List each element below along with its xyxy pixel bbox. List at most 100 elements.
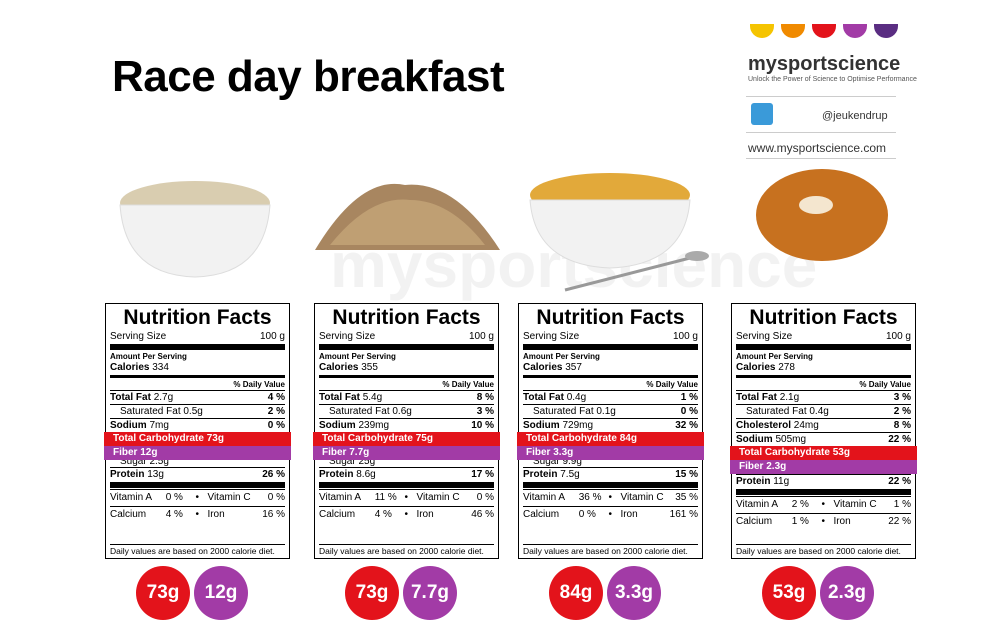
nutrient-row: Total Fat 0.4g 1 %	[523, 390, 698, 404]
nutrient-dv: 8 %	[476, 392, 494, 403]
nutrient: Sodium 239mg	[319, 419, 389, 432]
fiber-highlight: Fiber 2.3g	[730, 460, 917, 474]
nutrient-dv: 2 %	[893, 406, 911, 417]
value-circle: 3.3g	[607, 566, 661, 620]
nutrient-name: Sodium	[110, 420, 147, 431]
nutrient-row: Total Fat 5.4g 8 %	[319, 390, 494, 404]
calories-row: Calories 334	[110, 362, 285, 374]
nutrient: Saturated Fat 0.1g	[523, 405, 616, 418]
vitamin-name: Calcium	[736, 516, 773, 527]
nutrient-amount: 24mg	[793, 420, 819, 431]
nutrient-dv: 1 %	[680, 392, 698, 403]
vitamin-row: Calcium 4 % • Iron 16 %	[110, 506, 285, 523]
nutrient: Sodium 729mg	[523, 419, 593, 432]
value-circle: 84g	[549, 566, 603, 620]
carb-highlight: Total Carbohydrate 84g	[517, 432, 704, 446]
vitamin-name: Vitamin C	[207, 492, 251, 503]
nutrient-name: Total Fat	[736, 392, 777, 403]
footer-note: Daily values are based on 2000 calorie d…	[523, 544, 698, 557]
nutrient-dv: 17 %	[471, 469, 494, 480]
vitamin-name: Vitamin C	[620, 492, 664, 503]
vitamin-dv: 35 %	[675, 492, 699, 503]
nutrient-amount: 7.5g	[560, 469, 580, 480]
vitamin-dv: 0 %	[578, 509, 596, 520]
vitamin-dv: 1 %	[791, 516, 809, 527]
calories-row: Calories 357	[523, 362, 698, 374]
nutrient-dv: 4 %	[267, 392, 285, 403]
serving-label: Serving Size	[523, 331, 580, 342]
nutrient-row: Protein 8.6g 17 %	[319, 467, 494, 481]
bullet: •	[195, 509, 200, 520]
serving-row: Serving Size 100 g	[736, 331, 911, 343]
vitamin-name: Vitamin A	[319, 492, 362, 503]
nutrient-row: Sodium 505mg 22 %	[736, 432, 911, 446]
nutrient: Total Fat 0.4g	[523, 391, 586, 404]
panel-heading: Nutrition Facts	[332, 306, 481, 329]
nutrient-row: Saturated Fat 0.4g 2 %	[736, 404, 911, 418]
carb-highlight: Total Carbohydrate 53g	[730, 446, 917, 460]
nutrient-dv: 26 %	[262, 469, 285, 480]
logo-tagline: Unlock the Power of Science to Optimise …	[748, 76, 917, 83]
serving-size: 100 g	[259, 331, 285, 342]
calories-value: 334	[152, 362, 169, 373]
nutrient-name: Cholesterol	[736, 420, 792, 431]
sugar-row: Sugar 25g	[319, 460, 494, 467]
value-circle: 73g	[136, 566, 190, 620]
thick-rule	[110, 482, 285, 488]
nutrient-dv: 10 %	[471, 420, 494, 431]
value-circle: 53g	[762, 566, 816, 620]
nutrient-dv: 0 %	[680, 406, 698, 417]
title: Race day breakfast	[112, 52, 505, 101]
vitamin-name: Iron	[833, 516, 851, 527]
fiber-highlight: Fiber 7.7g	[313, 446, 500, 460]
thick-rule	[523, 344, 698, 350]
bullet: •	[821, 499, 826, 510]
nutrient-dv: 32 %	[675, 420, 698, 431]
nutrient-row: Sodium 729mg 32 %	[523, 418, 698, 432]
vitamin-name: Vitamin A	[523, 492, 566, 503]
vitamin-row: Vitamin A 2 % • Vitamin C 1 %	[736, 496, 911, 513]
bullet: •	[821, 516, 826, 527]
medium-rule	[319, 375, 494, 378]
daily-value-header: % Daily Value	[442, 380, 494, 389]
nutrition-panel: Nutrition Facts Serving Size 100 g Amount P…	[730, 303, 917, 559]
calories-value: 355	[361, 362, 378, 373]
vitamin-dv: 0 %	[267, 492, 286, 503]
serving-size: 100 g	[468, 331, 494, 342]
nutrient-name: Protein	[736, 476, 771, 487]
nutrient-dv: 0 %	[267, 420, 285, 431]
vitamin-dv: 16 %	[262, 509, 286, 520]
serving-row: Serving Size 100 g	[523, 331, 698, 343]
nutrient-name: Protein	[319, 469, 354, 480]
sugar: Sugar 9.9g	[533, 460, 582, 467]
carb-highlight: Total Carbohydrate 73g	[104, 432, 291, 446]
medium-rule	[110, 375, 285, 378]
nutrient-amount: 7mg	[149, 420, 169, 431]
panel-heading: Nutrition Facts	[536, 306, 685, 329]
value-circle: 12g	[194, 566, 248, 620]
illustrations	[119, 24, 898, 292]
nutrient-row: Protein 11g 22 %	[736, 474, 911, 488]
sugar-row: Sugar 2.5g	[110, 460, 285, 467]
logo-drops	[750, 24, 898, 38]
thick-rule	[523, 482, 698, 488]
nutrient-name: Protein	[110, 469, 145, 480]
nutrient-name: Saturated Fat	[329, 406, 390, 417]
vitamin-name: Calcium	[110, 509, 147, 520]
bullet: •	[195, 492, 200, 503]
calories: Calories 334	[110, 362, 169, 374]
cornflakes	[529, 173, 709, 292]
nutrient-row: Sodium 7mg 0 %	[110, 418, 285, 432]
amount-per-serving: Amount Per Serving	[319, 352, 396, 361]
vitamin-dv: 46 %	[471, 509, 495, 520]
panel-heading: Nutrition Facts	[123, 306, 272, 329]
nutrient-amount: 0.4g	[809, 406, 829, 417]
vitamin-dv: 161 %	[669, 509, 699, 520]
nutrient-row: Protein 13g 26 %	[110, 467, 285, 481]
nutrient-name: Protein	[523, 469, 558, 480]
nutrient-amount: 0.6g	[392, 406, 412, 417]
nutrient: Total Fat 5.4g	[319, 391, 382, 404]
daily-value-header: % Daily Value	[233, 380, 285, 389]
amount-per-serving: Amount Per Serving	[736, 352, 813, 361]
nutrient-dv: 22 %	[888, 434, 911, 445]
